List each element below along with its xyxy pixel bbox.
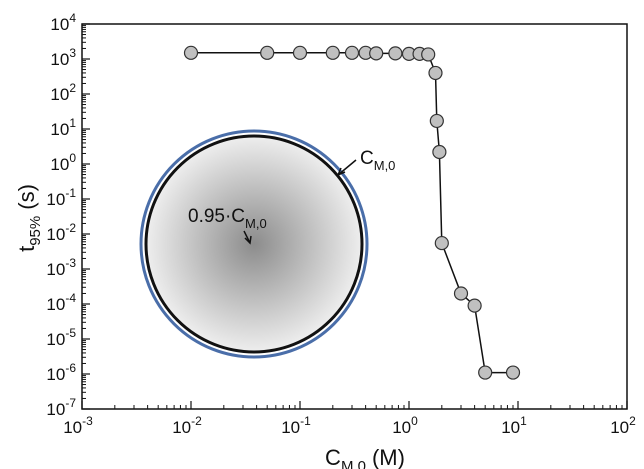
outer-label-arrow	[337, 159, 357, 176]
data-point	[467, 298, 482, 313]
data-point	[325, 45, 340, 60]
x-axis-label: CM,0 (M)	[325, 445, 405, 469]
data-point	[388, 46, 403, 61]
x-tick-label: 10-1	[281, 414, 311, 437]
data-point	[505, 365, 521, 380]
y-tick-label: 10-5	[46, 326, 76, 349]
data-point	[183, 45, 199, 60]
data-point	[421, 47, 436, 62]
data-point	[432, 144, 447, 160]
data-point	[478, 365, 493, 380]
data-point	[434, 235, 449, 251]
y-tick-label: 104	[50, 11, 76, 34]
plot-frame	[81, 23, 628, 410]
data-point	[453, 286, 469, 301]
y-tick-label: 101	[50, 116, 76, 139]
data-point	[260, 45, 275, 60]
data-point	[344, 45, 360, 60]
outer-label-arrowhead	[336, 167, 346, 177]
y-axis-label: t95%(s)	[14, 184, 44, 252]
plot-layer	[183, 45, 521, 380]
y-tick-label: 10-3	[46, 256, 76, 279]
y-tick-label: 10-4	[46, 291, 76, 314]
y-tick-label: 10-7	[46, 396, 76, 419]
x-tick-label: 100	[392, 414, 418, 437]
data-point	[429, 113, 444, 129]
inner-label-arrowhead	[244, 235, 252, 245]
data-point	[369, 46, 384, 61]
y-tick-label: 10-1	[46, 186, 76, 209]
sphere-outer-ring	[139, 129, 369, 359]
y-tick-label: 103	[50, 46, 76, 69]
x-tick-label: 10-3	[63, 414, 93, 437]
y-tick-label: 100	[50, 151, 76, 174]
x-tick-label: 102	[610, 414, 636, 437]
x-tick-label: 10-2	[172, 414, 202, 437]
x-tick-label: 101	[501, 414, 527, 437]
y-tick-label: 102	[50, 81, 76, 104]
axes: 10-3 10-2 10-1 100 101 102 10-7 10-6 10-5 10-4 10-…	[46, 11, 636, 437]
inset-sphere: CM,0 0.95·CM,0	[139, 129, 395, 359]
y-tick-label: 10-2	[46, 221, 76, 244]
y-tick-label: 10-6	[46, 361, 76, 384]
data-point	[292, 45, 308, 60]
data-point	[428, 65, 443, 81]
outer-label: CM,0	[360, 148, 395, 173]
inner-label: 0.95·CM,0	[188, 206, 267, 231]
sphere-body	[144, 134, 364, 354]
